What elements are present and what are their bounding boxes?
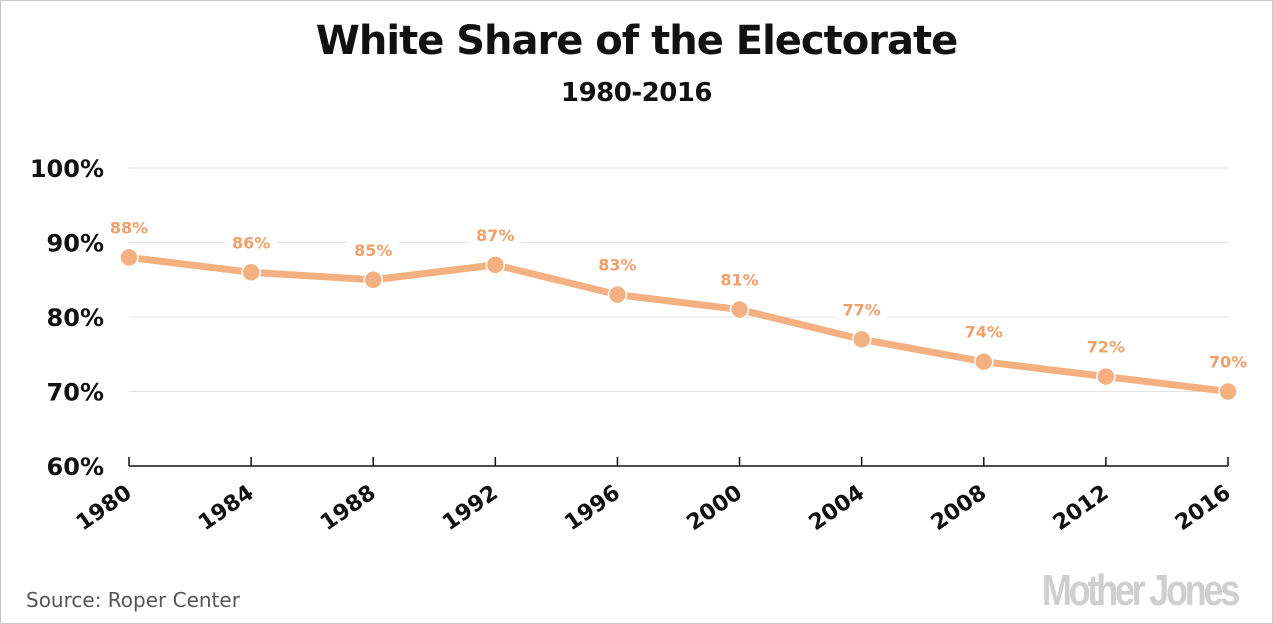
data-label-bg [347, 237, 400, 260]
data-label: 88% [110, 218, 148, 237]
data-label: 85% [354, 241, 392, 260]
data-label: 87% [476, 226, 514, 245]
x-tick-label: 2012 [1049, 480, 1113, 536]
x-tick-label: 2008 [927, 480, 991, 536]
brand-logo: Mother Jones [1041, 566, 1240, 615]
x-tick-label: 2004 [805, 480, 869, 536]
data-label: 72% [1087, 338, 1125, 357]
y-tick-label: 60% [47, 453, 104, 481]
x-tick-label: 2000 [682, 480, 746, 536]
chart-title: White Share of the Electorate [315, 18, 958, 64]
data-label-bg [957, 319, 1010, 342]
x-tick-label: 1984 [194, 480, 258, 536]
data-point [1218, 381, 1238, 402]
data-point [1096, 366, 1116, 387]
y-axis-ticks: 100% 90% 80% 70% 60% [30, 155, 104, 481]
data-label: 83% [598, 256, 636, 275]
x-tick-label: 1980 [72, 480, 136, 536]
data-point [363, 270, 383, 290]
data-label: 81% [720, 271, 758, 290]
data-point [119, 247, 139, 268]
data-labels: 88% 86% 85% 87% 83% 81% 77% 74% 72% 70% [103, 215, 1254, 372]
source-note: Source: Roper Center [26, 588, 240, 612]
data-label-bg [225, 230, 278, 253]
data-label-bg [469, 222, 522, 245]
data-label-bg [103, 215, 155, 238]
y-tick-label: 90% [47, 230, 104, 258]
x-tick-label: 2016 [1171, 480, 1235, 536]
y-tick-label: 70% [47, 379, 104, 407]
data-point [729, 299, 750, 320]
data-label-bg [591, 252, 644, 275]
x-axis [128, 457, 1229, 467]
data-label-bg [713, 267, 766, 290]
y-tick-label: 100% [30, 155, 104, 183]
data-label-bg [835, 297, 888, 320]
data-point [851, 329, 872, 350]
x-axis-labels: 1980 1984 1988 1992 1996 2000 2004 2008 2012 2016 [72, 480, 1235, 536]
x-tick-label: 1992 [438, 480, 502, 536]
data-label: 86% [232, 233, 270, 252]
gridlines [129, 167, 1228, 392]
data-point [974, 351, 994, 372]
data-label-bg [1202, 349, 1254, 372]
data-points [119, 247, 1238, 402]
series-line [125, 253, 1232, 395]
data-point [607, 284, 628, 305]
series-line-path [125, 253, 1232, 395]
data-point [241, 262, 261, 283]
data-label: 70% [1209, 353, 1247, 372]
data-label: 77% [843, 300, 881, 319]
x-tick-label: 1996 [560, 480, 624, 536]
chart-subtitle: 1980-2016 [560, 78, 713, 108]
data-label-bg [1079, 334, 1132, 357]
x-tick-label: 1988 [316, 480, 380, 536]
data-label: 74% [965, 323, 1003, 342]
y-tick-label: 80% [47, 304, 104, 332]
data-point [485, 255, 506, 275]
